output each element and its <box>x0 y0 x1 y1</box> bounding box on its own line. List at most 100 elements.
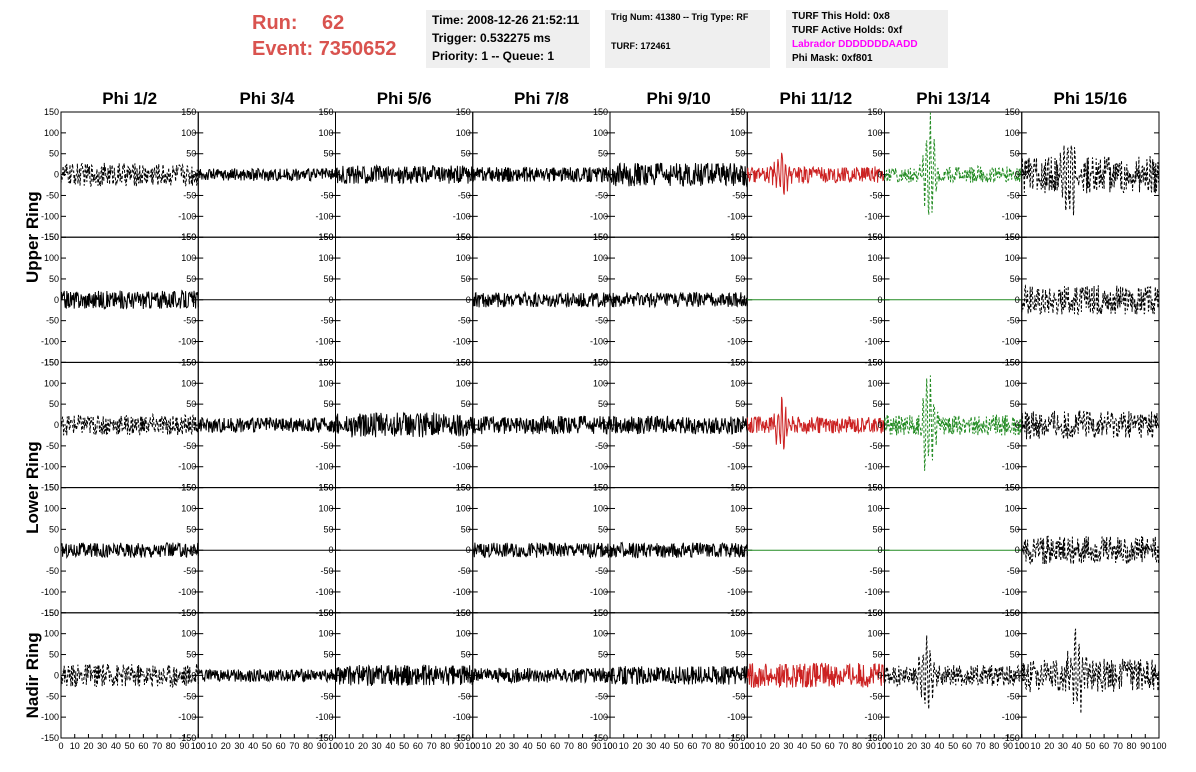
x-tick-label: 60 <box>276 741 286 751</box>
x-tick-label: 10 <box>207 741 217 751</box>
y-tick-label: -100 <box>1002 211 1020 221</box>
waveform-trace <box>472 667 611 685</box>
x-tick-label: 20 <box>632 741 642 751</box>
y-tick-label: 100 <box>44 503 59 513</box>
waveform-trace <box>335 164 474 185</box>
y-tick-label: 150 <box>456 357 471 367</box>
y-tick-label: 50 <box>1010 399 1020 409</box>
y-tick-label: -100 <box>727 462 745 472</box>
y-tick-label: 0 <box>191 670 196 680</box>
y-tick-label: 150 <box>593 483 608 493</box>
waveform-trace <box>609 162 748 188</box>
y-tick-label: 0 <box>54 170 59 180</box>
x-tick-label: 50 <box>262 741 272 751</box>
y-tick-label: -50 <box>46 691 59 701</box>
x-tick-label: 30 <box>921 741 931 751</box>
x-tick-label: 20 <box>83 741 93 751</box>
x-tick-label: 80 <box>578 741 588 751</box>
y-tick-label: 50 <box>461 524 471 534</box>
x-tick-label: 80 <box>1127 741 1137 751</box>
waveform-trace <box>197 416 336 434</box>
y-tick-label: 0 <box>603 295 608 305</box>
y-tick-label: 100 <box>1005 253 1020 263</box>
x-tick-label: 60 <box>825 741 835 751</box>
waveform-trace <box>1021 410 1160 440</box>
y-tick-label: -50 <box>183 316 196 326</box>
y-tick-label: 100 <box>44 128 59 138</box>
y-tick-label: 0 <box>603 170 608 180</box>
time-line: Time: 2008-12-26 21:52:11 <box>432 13 580 27</box>
x-tick-label: 70 <box>152 741 162 751</box>
y-tick-label: 150 <box>1005 107 1020 117</box>
x-tick-label: 100 <box>740 741 755 751</box>
y-tick-label: 0 <box>877 545 882 555</box>
y-tick-label: 100 <box>593 629 608 639</box>
y-tick-label: 150 <box>456 608 471 618</box>
y-tick-label: 100 <box>593 253 608 263</box>
y-tick-label: 100 <box>181 629 196 639</box>
y-tick-label: 150 <box>867 107 882 117</box>
y-tick-label: -100 <box>315 337 333 347</box>
x-tick-label: 100 <box>328 741 343 751</box>
y-tick-label: 0 <box>740 295 745 305</box>
y-tick-label: 0 <box>740 670 745 680</box>
y-tick-label: -50 <box>869 190 882 200</box>
y-tick-label: 100 <box>181 378 196 388</box>
x-tick-label: 90 <box>866 741 876 751</box>
y-tick-label: 50 <box>323 274 333 284</box>
x-tick-label: 90 <box>317 741 327 751</box>
y-tick-label: 100 <box>1005 128 1020 138</box>
y-tick-label: -100 <box>727 337 745 347</box>
waveform-trace <box>609 291 748 309</box>
y-tick-label: 50 <box>323 650 333 660</box>
x-tick-label: 30 <box>783 741 793 751</box>
y-tick-label: 50 <box>735 149 745 159</box>
event-row: Event: 7350652 <box>252 36 397 62</box>
y-tick-label: 100 <box>730 503 745 513</box>
y-tick-label: 0 <box>328 545 333 555</box>
x-tick-label: 60 <box>550 741 560 751</box>
y-tick-label: 100 <box>456 629 471 639</box>
waveform-trace <box>335 664 474 686</box>
y-tick-label: 0 <box>603 420 608 430</box>
run-label: Run: <box>252 12 298 34</box>
waveform-trace <box>884 112 1023 215</box>
x-tick-label: 60 <box>687 741 697 751</box>
x-tick-label: 30 <box>97 741 107 751</box>
y-tick-label: 50 <box>186 524 196 534</box>
trigger-info-panel: Trig Num: 41380 -- Trig Type: RF TURF: 1… <box>605 10 770 68</box>
y-tick-label: -150 <box>1002 733 1020 743</box>
y-tick-label: -50 <box>458 691 471 701</box>
y-tick-label: 100 <box>867 629 882 639</box>
x-tick-label: 10 <box>344 741 354 751</box>
y-tick-label: 150 <box>181 107 196 117</box>
y-tick-label: 50 <box>735 274 745 284</box>
x-tick-label: 100 <box>1151 741 1166 751</box>
y-tick-label: 150 <box>593 357 608 367</box>
x-tick-label: 30 <box>509 741 519 751</box>
y-tick-label: 100 <box>456 378 471 388</box>
waveform-trace <box>60 289 199 311</box>
y-tick-label: -50 <box>732 441 745 451</box>
y-tick-label: 0 <box>328 420 333 430</box>
y-tick-label: 100 <box>318 378 333 388</box>
y-tick-label: 0 <box>740 420 745 430</box>
y-tick-label: -100 <box>864 712 882 722</box>
y-tick-label: 0 <box>877 170 882 180</box>
turf-info-panel: TURF This Hold: 0x8 TURF Active Holds: 0… <box>786 10 948 68</box>
run-row: Run: 62 <box>252 10 397 36</box>
y-tick-label: -150 <box>41 483 59 493</box>
y-tick-label: 50 <box>598 149 608 159</box>
x-tick-label: 70 <box>427 741 437 751</box>
y-tick-label: -100 <box>727 587 745 597</box>
y-tick-label: 100 <box>593 503 608 513</box>
y-tick-label: -100 <box>453 337 471 347</box>
column-label: Phi 7/8 <box>514 89 569 108</box>
x-tick-label: 40 <box>248 741 258 751</box>
y-tick-label: 50 <box>186 399 196 409</box>
y-tick-label: -50 <box>1007 441 1020 451</box>
y-tick-label: 100 <box>867 253 882 263</box>
y-tick-label: 150 <box>867 608 882 618</box>
ring-label: Lower Ring <box>23 441 42 534</box>
y-tick-label: -100 <box>590 462 608 472</box>
